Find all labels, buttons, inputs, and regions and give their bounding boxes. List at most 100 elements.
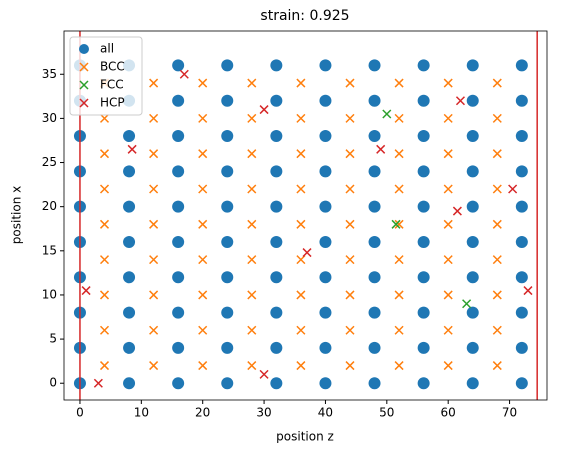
point	[345, 325, 355, 335]
legend-marker	[79, 62, 89, 72]
point	[319, 271, 332, 284]
point	[198, 113, 208, 123]
point	[515, 94, 528, 107]
point	[247, 361, 257, 371]
point	[172, 130, 185, 143]
point	[81, 286, 91, 296]
point	[123, 306, 136, 319]
point	[247, 325, 257, 335]
point	[394, 361, 404, 371]
axes-frame	[63, 30, 548, 401]
point	[515, 200, 528, 213]
point	[259, 105, 269, 115]
point	[391, 219, 401, 229]
y-tick-label: 5	[49, 332, 57, 346]
point	[319, 59, 332, 72]
point	[417, 306, 430, 319]
point	[123, 341, 136, 354]
point	[492, 361, 502, 371]
point	[198, 149, 208, 159]
point	[198, 255, 208, 265]
point	[443, 149, 453, 159]
point	[394, 290, 404, 300]
point	[319, 165, 332, 178]
point	[319, 130, 332, 143]
point	[149, 219, 159, 229]
point	[296, 78, 306, 88]
point	[270, 94, 283, 107]
point	[319, 306, 332, 319]
point	[99, 184, 110, 194]
point	[221, 130, 234, 143]
point	[149, 149, 159, 159]
point	[345, 113, 355, 123]
y-tick-label: 10	[42, 287, 57, 301]
x-axis-label: position z	[276, 430, 334, 444]
point	[466, 94, 479, 107]
point	[247, 184, 257, 194]
point	[523, 286, 533, 296]
point	[492, 255, 502, 265]
legend-marker	[79, 80, 89, 90]
point	[270, 165, 283, 178]
point	[99, 361, 110, 371]
point	[319, 341, 332, 354]
point	[368, 94, 381, 107]
point	[443, 113, 453, 123]
point	[149, 325, 159, 335]
point	[492, 325, 502, 335]
point	[515, 165, 528, 178]
point	[270, 59, 283, 72]
point	[247, 219, 257, 229]
point	[417, 200, 430, 213]
point	[394, 219, 404, 229]
point	[417, 235, 430, 248]
point	[508, 184, 518, 194]
point	[270, 271, 283, 284]
point	[123, 235, 136, 248]
point	[492, 290, 502, 300]
point	[466, 271, 479, 284]
point	[455, 96, 465, 106]
point	[443, 255, 453, 265]
point	[93, 378, 103, 388]
point	[270, 377, 283, 390]
point	[368, 59, 381, 72]
point	[466, 165, 479, 178]
point	[382, 109, 392, 119]
x-tick-label: 60	[441, 406, 456, 420]
point	[394, 255, 404, 265]
point	[149, 290, 159, 300]
point	[172, 59, 185, 72]
point	[394, 325, 404, 335]
y-tick-label: 25	[42, 155, 57, 169]
x-tick-label: 40	[318, 406, 333, 420]
point	[462, 299, 472, 309]
point	[149, 184, 159, 194]
point	[417, 165, 430, 178]
point	[123, 165, 136, 178]
y-axis-label: position x	[10, 186, 24, 244]
point	[296, 184, 306, 194]
point	[466, 235, 479, 248]
point	[443, 78, 453, 88]
point	[270, 200, 283, 213]
point	[99, 255, 110, 265]
point	[99, 219, 110, 229]
legend-label: FCC	[100, 78, 124, 92]
point	[149, 255, 159, 265]
legend-label: HCP	[100, 96, 125, 110]
point	[368, 341, 381, 354]
point	[417, 94, 430, 107]
point	[247, 149, 257, 159]
point	[417, 377, 430, 390]
point	[345, 290, 355, 300]
point	[247, 255, 257, 265]
point	[149, 361, 159, 371]
point	[443, 361, 453, 371]
point	[394, 149, 404, 159]
point	[443, 290, 453, 300]
point	[296, 149, 306, 159]
y-tick-label: 15	[42, 243, 57, 257]
